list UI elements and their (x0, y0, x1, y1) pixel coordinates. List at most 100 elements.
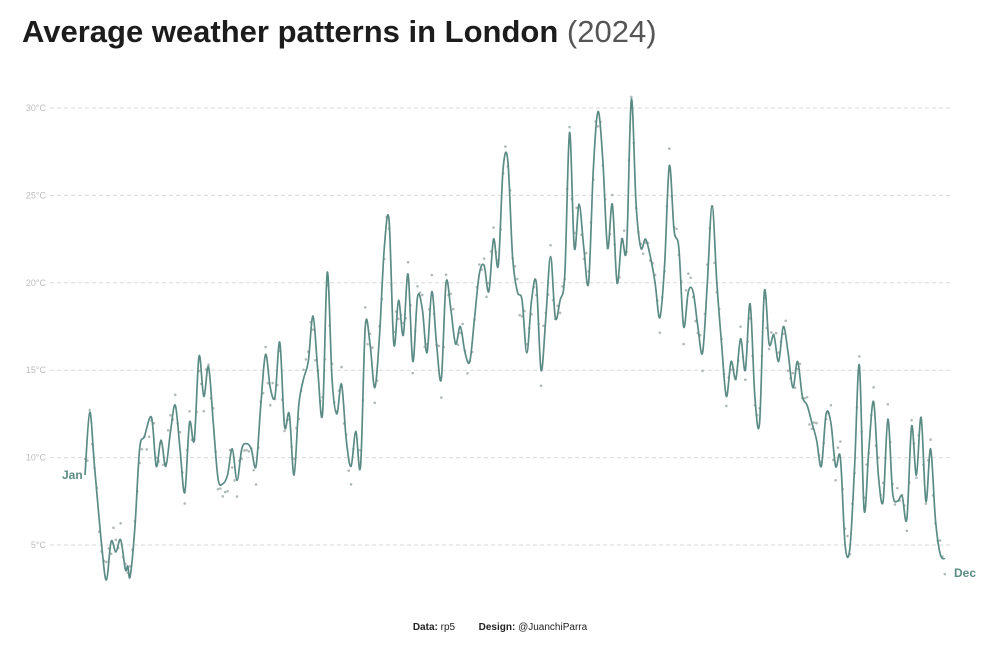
data-point (302, 368, 305, 372)
data-source-value: rp5 (440, 622, 456, 633)
data-point (456, 343, 460, 347)
data-point (219, 487, 222, 490)
y-tick-label: 10°C (26, 453, 47, 463)
data-point (226, 489, 229, 493)
data-point (254, 483, 258, 486)
data-point (675, 227, 678, 231)
data-point (539, 384, 543, 388)
data-point (188, 409, 191, 413)
chart-title: Average weather patterns in London (2024… (22, 14, 657, 50)
chart-points (83, 95, 947, 576)
data-point (492, 226, 495, 229)
data-point (791, 371, 795, 375)
y-tick-label: 30°C (26, 103, 47, 113)
data-point (169, 413, 172, 417)
data-point (924, 502, 928, 505)
data-point (846, 534, 849, 538)
design-credit: @JuanchiParra (518, 622, 588, 633)
data-point (575, 206, 578, 210)
data-point (411, 371, 415, 375)
data-point (805, 395, 809, 399)
data-point (314, 358, 317, 362)
data-point (88, 408, 92, 412)
data-point (938, 539, 942, 542)
y-tick-label: 15°C (26, 365, 47, 375)
data-point (242, 449, 246, 452)
data-point (430, 273, 434, 277)
data-point (416, 284, 419, 288)
data-point (105, 560, 108, 564)
chart-title-year: (2024) (566, 14, 657, 49)
start-label: Jan (62, 468, 83, 482)
data-point (207, 363, 210, 366)
data-point (658, 331, 662, 334)
data-point (829, 403, 833, 407)
data-point (568, 125, 571, 129)
data-point (221, 495, 225, 498)
y-tick-label: 20°C (26, 278, 47, 288)
data-point (112, 526, 115, 530)
y-tick-label: 5°C (31, 540, 47, 550)
data-point (584, 251, 588, 255)
data-point (173, 393, 177, 397)
data-point (784, 319, 788, 323)
data-point (373, 401, 377, 405)
data-point (872, 386, 875, 389)
data-point (349, 483, 353, 486)
data-point (311, 328, 315, 331)
data-point (266, 381, 270, 385)
data-point (893, 503, 897, 506)
data-point (420, 293, 424, 297)
data-point (437, 344, 441, 348)
data-point (943, 572, 947, 576)
data-point (183, 502, 187, 505)
data-point (440, 396, 443, 399)
end-label: Dec (954, 566, 976, 580)
data-point (810, 427, 814, 431)
data-point (109, 552, 113, 556)
data-point (216, 487, 220, 491)
data-point (304, 358, 308, 361)
footer-credits: Data: rp5 Design: @JuanchiParra (0, 622, 1000, 633)
data-point (247, 450, 251, 453)
data-point (202, 409, 206, 413)
data-point (910, 418, 913, 422)
data-point (140, 447, 144, 451)
data-point (558, 311, 562, 315)
data-point (798, 362, 802, 366)
data-point (630, 95, 633, 99)
data-point (271, 381, 274, 385)
data-point (347, 469, 350, 472)
data-point (230, 466, 234, 469)
data-point (451, 307, 455, 311)
data-source-label: Data: (412, 622, 438, 633)
data-point (340, 365, 343, 369)
data-point (264, 345, 267, 349)
data-point (668, 147, 671, 150)
data-point (119, 522, 122, 525)
data-point (641, 252, 645, 255)
data-point (812, 421, 816, 424)
data-point (235, 495, 239, 498)
chart-grid: 5°C 10°C 15°C 20°C 25°C 30°C (26, 103, 952, 550)
data-point (803, 396, 807, 400)
data-point (549, 244, 552, 247)
data-point (449, 292, 453, 296)
data-point (929, 438, 932, 441)
data-point (366, 342, 369, 346)
data-point (611, 193, 614, 197)
chart-labels: Jan Dec (62, 468, 976, 580)
chart-line-group (84, 98, 946, 581)
data-point (808, 423, 811, 426)
data-point (858, 355, 861, 358)
temperature-line (84, 98, 946, 581)
data-point (896, 486, 899, 490)
data-point (478, 263, 481, 266)
data-point (516, 277, 519, 281)
data-point (725, 404, 728, 408)
data-point (886, 402, 890, 406)
data-point (252, 468, 255, 472)
data-point (147, 435, 151, 439)
data-point (542, 324, 545, 328)
data-point (701, 369, 704, 373)
